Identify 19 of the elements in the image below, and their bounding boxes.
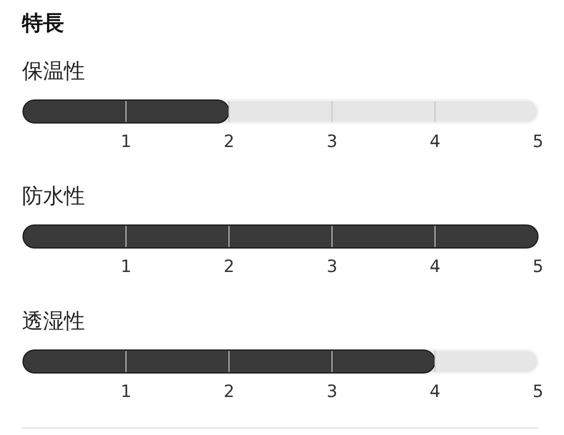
y-tick-label: 透湿性 [22,309,85,333]
x-tick-label: 3 [326,257,338,277]
x-tick-label: 3 [326,132,338,152]
chart-title: 特長 [21,11,64,35]
y-tick-label: 防水性 [22,184,85,208]
x-tick-label: 5 [532,382,544,402]
x-tick-label: 2 [224,382,234,402]
x-tick-label: 1 [120,382,132,402]
x-tick-label: 1 [120,257,132,277]
x-tick-label: 4 [430,257,440,277]
y-tick-label: 保温性 [22,59,85,83]
x-tick-label: 4 [430,382,440,402]
x-tick-label: 5 [532,257,544,277]
x-tick-label: 4 [430,132,440,152]
x-tick-label: 3 [326,382,338,402]
x-tick-label: 2 [224,257,234,277]
x-tick-label: 5 [532,132,544,152]
x-tick-label: 1 [120,132,132,152]
x-tick-label: 2 [224,132,234,152]
